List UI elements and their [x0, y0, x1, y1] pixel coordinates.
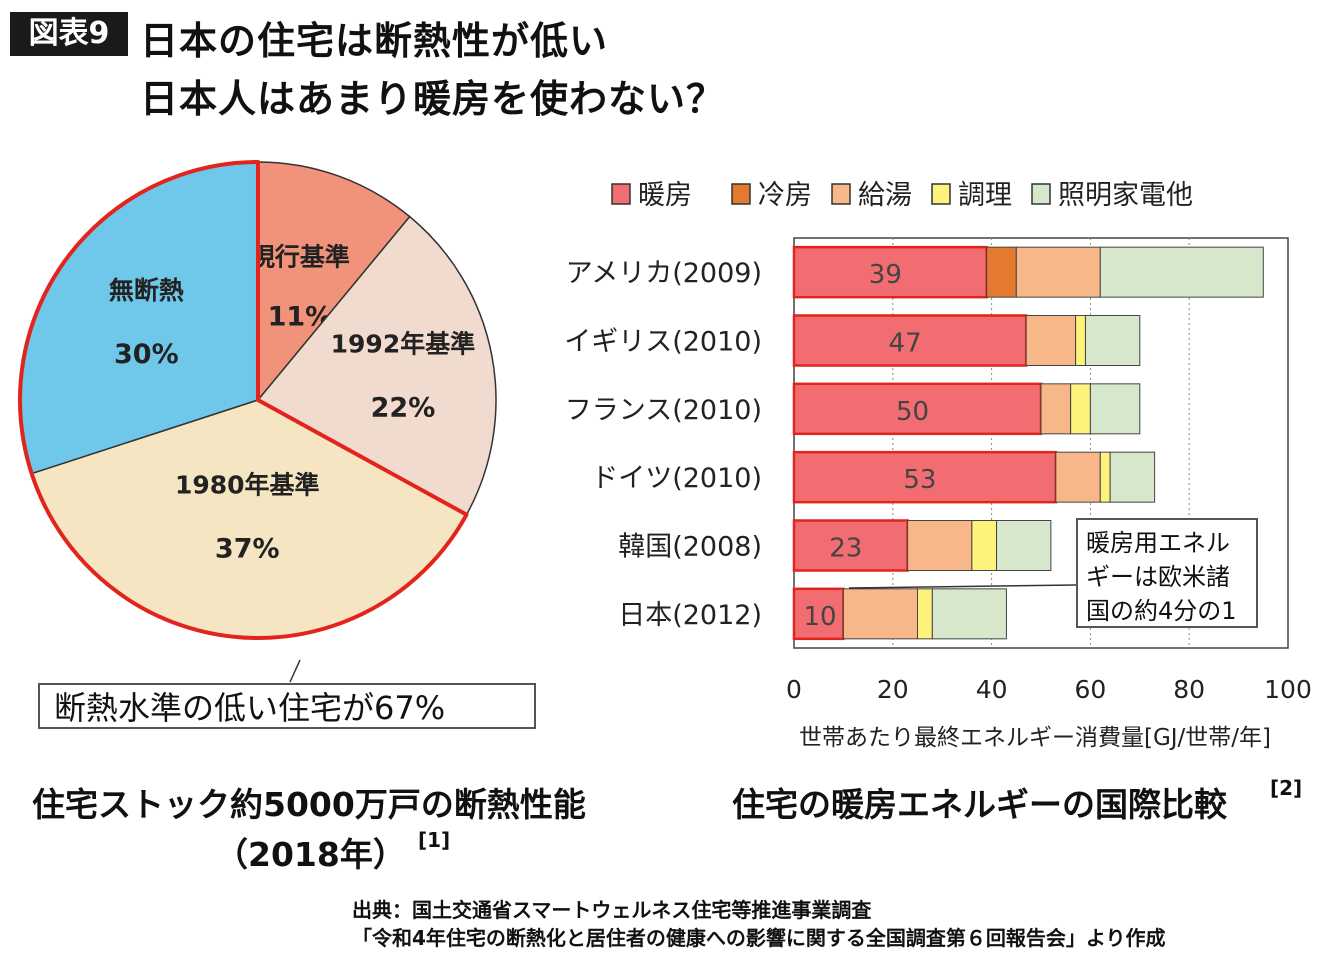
bar-segment — [1070, 383, 1091, 435]
title-line-2: 日本人はあまり暖房を使わない？ — [140, 77, 726, 121]
bar-note-line: 暖房用エネル — [1086, 529, 1230, 557]
x-tick-label: 80 — [1173, 675, 1205, 704]
bar-segment — [792, 245, 988, 299]
pie-slice-label: 1980年基準 — [175, 471, 320, 500]
pie-slice-value: 22% — [371, 392, 436, 423]
bar-segment — [1075, 315, 1086, 366]
category-label: 日本(2012) — [618, 600, 762, 631]
category-label: イギリス(2010) — [564, 327, 762, 358]
bar-segment — [1089, 383, 1141, 435]
bar-data-label: 50 — [896, 397, 929, 427]
pie-slice-label: 無断熱 — [109, 276, 184, 305]
bar-segment — [1025, 315, 1077, 366]
bar-caption-ref: [2] — [1270, 776, 1303, 800]
category-label: ドイツ(2010) — [591, 463, 762, 494]
category-label: フランス(2010) — [565, 395, 762, 426]
pie-caption-ref: [1] — [418, 828, 451, 852]
plot-frame — [793, 237, 1289, 649]
pie-slice-value: 37% — [215, 534, 280, 565]
bar-segment — [1084, 315, 1141, 366]
bar-segment — [1099, 246, 1264, 298]
pie-callout-leader — [289, 659, 301, 683]
bar-segment — [842, 588, 919, 640]
pie-slice-value: 30% — [114, 339, 179, 370]
pie-slice-label: 現行基準 — [250, 243, 350, 272]
pie-slice — [257, 161, 411, 403]
legend-swatch — [1031, 183, 1051, 205]
bar-caption: 住宅の暖房エネルギーの国際比較 — [732, 785, 1227, 824]
bar-segment — [792, 314, 1028, 367]
legend-swatch — [611, 183, 631, 205]
bar-segment — [996, 520, 1052, 571]
legend-swatch — [831, 183, 851, 205]
bar-note: 暖房用エネル ギーは欧米諸 国の約4分の1 — [1076, 518, 1258, 628]
bar-segment — [1109, 451, 1156, 503]
bar-data-label: 10 — [803, 602, 836, 632]
legend-label: 照明家電他 — [1058, 180, 1193, 211]
bar-data-label: 39 — [869, 260, 902, 290]
figure-badge: 図表9 — [10, 12, 128, 56]
note-leader — [848, 584, 1077, 589]
legend-label: 調理 — [958, 180, 1012, 211]
bar-segment — [792, 450, 1058, 504]
pie-slice — [256, 215, 497, 516]
legend-label: 暖房 — [638, 180, 692, 211]
bar-segment — [907, 520, 973, 571]
bar-segment — [792, 587, 845, 641]
x-tick-label: 40 — [976, 675, 1008, 704]
source-line-2: 「令和4年住宅の断熱化と居住者の健康への影響に関する全国調査第６回報告会」より作… — [352, 926, 1166, 950]
bar-segment — [917, 588, 933, 640]
x-axis-label: 世帯あたり最終エネルギー消費量[GJ/世帯/年] — [799, 725, 1271, 751]
pie-highlight-outline — [18, 160, 469, 640]
x-tick-label: 20 — [877, 675, 909, 704]
bar-segment — [1099, 451, 1111, 503]
bar-note-line: ギーは欧米諸 — [1086, 563, 1230, 591]
source-line-1: 出典：国土交通省スマートウェルネス住宅等推進事業調査 — [352, 898, 872, 922]
pie-caption-line-2: （2018年） — [215, 835, 406, 874]
bar-segment — [792, 519, 909, 572]
bar-segment — [931, 588, 1007, 640]
legend-swatch — [931, 183, 951, 205]
category-label: 韓国(2008) — [618, 532, 762, 563]
category-label: アメリカ(2009) — [566, 258, 762, 289]
bar-segment — [971, 520, 998, 571]
bar-data-label: 53 — [903, 465, 936, 495]
x-tick-label: 0 — [786, 675, 802, 704]
x-tick-label: 100 — [1264, 675, 1312, 704]
x-tick-label: 60 — [1074, 675, 1106, 704]
legend-label: 冷房 — [758, 180, 812, 211]
pie-slice-label: 1992年基準 — [331, 329, 476, 358]
legend-label: 給湯 — [858, 180, 912, 211]
bar-segment — [986, 246, 1017, 298]
bar-segment — [1040, 383, 1072, 435]
title-line-1: 日本の住宅は断熱性が低い — [140, 19, 609, 63]
pie-caption-line-1: 住宅ストック約5000万戸の断熱性能 — [32, 785, 586, 824]
bar-segment — [1055, 451, 1101, 503]
bar-note-line: 国の約4分の1 — [1086, 597, 1237, 625]
bar-data-label: 23 — [829, 534, 862, 564]
bar-data-label: 47 — [889, 329, 922, 359]
bar-segment — [792, 382, 1043, 436]
bar-segment — [1015, 246, 1101, 298]
pie-callout: 断熱水準の低い住宅が67% — [38, 683, 536, 729]
legend-swatch — [731, 183, 751, 205]
